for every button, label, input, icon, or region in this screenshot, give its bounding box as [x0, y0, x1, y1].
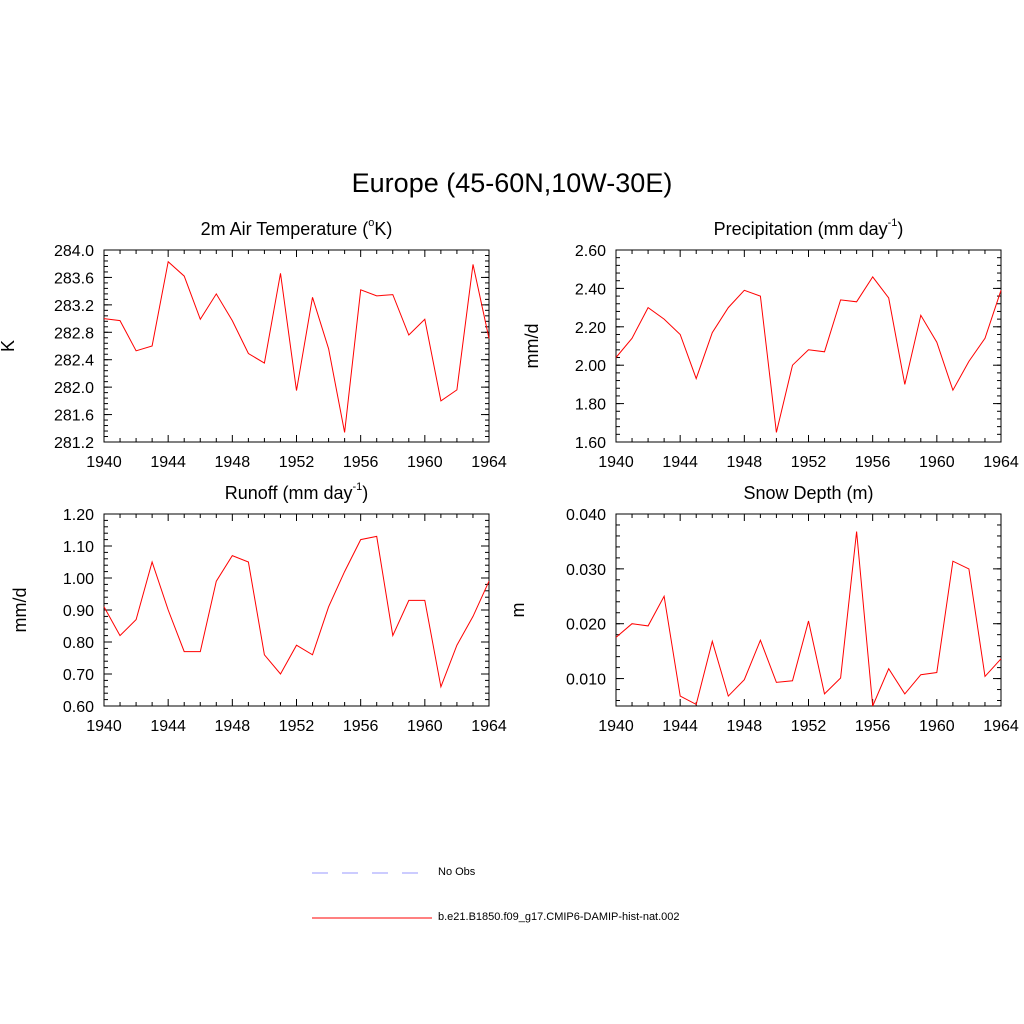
snow-y-tick-label: 0.030: [566, 562, 606, 579]
runoff-title-sup: -1: [352, 481, 363, 493]
temp-title-sup: o: [368, 217, 375, 229]
temp-series-line: [103, 260, 490, 433]
precip-y-tick-label: 1.80: [575, 397, 606, 414]
runoff-y-tick-label: 0.60: [63, 699, 94, 716]
precip-x-tick-label: 1952: [791, 454, 827, 471]
precip-y-axis-label: mm/d: [522, 324, 542, 369]
temp-x-tick-label: 1964: [471, 454, 507, 471]
temp-y-tick-label: 283.2: [54, 298, 94, 315]
snow-x-tick-label: 1948: [727, 718, 763, 735]
runoff-x-tick-label: 1960: [407, 718, 443, 735]
precip-x-tick-label: 1960: [919, 454, 955, 471]
runoff-x-tick-label: 1940: [86, 718, 122, 735]
precip-plot-frame: [615, 249, 1002, 443]
snow-series-line: [615, 531, 1002, 707]
snow-x-tick-label: 1960: [919, 718, 955, 735]
temp-y-tick-label: 282.0: [54, 380, 94, 397]
temp-x-tick-label: 1952: [279, 454, 315, 471]
snow-chart: 1940 1944 1948 1952 1956 1960 1964 0.010 0.020 0.…: [508, 507, 1019, 735]
temp-y-tick-label: 284.0: [54, 243, 94, 260]
precip-title-sup: -1: [887, 217, 898, 229]
runoff-title-main: Runoff (mm day: [224, 483, 353, 503]
temp-y-tick-label: 281.6: [54, 408, 94, 425]
runoff-x-tick-label: 1948: [215, 718, 251, 735]
snow-y-tick-label: 0.010: [566, 672, 606, 689]
runoff-y-tick-label: 0.90: [63, 603, 94, 620]
precip-y-tick-label: 2.00: [575, 358, 606, 375]
temp-title-end: K): [374, 219, 393, 239]
snow-x-tick-label: 1944: [662, 718, 698, 735]
runoff-y-tick-label: 0.80: [63, 635, 94, 652]
legend-model-label: b.e21.B1850.f09_g17.CMIP6-DAMIP-hist-nat…: [438, 911, 680, 923]
legend-obs-label: No Obs: [438, 866, 476, 878]
runoff-x-tick-label: 1952: [279, 718, 315, 735]
snow-plot-frame: [615, 513, 1002, 707]
snow-panel-title: Snow Depth (m): [616, 483, 1001, 504]
temp-y-axis-label: K: [0, 340, 18, 352]
precip-x-tick-label: 1956: [855, 454, 891, 471]
temp-y-tick-label: 282.4: [54, 353, 94, 370]
temp-x-tick-label: 1960: [407, 454, 443, 471]
snow-y-tick-label: 0.020: [566, 617, 606, 634]
temp-chart: 1940 1944 1948 1952 1956 1960 1964 281.2 281.6 28…: [0, 243, 507, 471]
snow-y-axis-label: m: [508, 603, 528, 618]
snow-x-tick-label: 1956: [855, 718, 891, 735]
temp-x-tick-label: 1948: [215, 454, 251, 471]
runoff-x-tick-label: 1944: [150, 718, 186, 735]
precip-series-line: [615, 276, 1002, 433]
precip-title-main: Precipitation (mm day: [713, 219, 888, 239]
runoff-x-tick-label: 1964: [471, 718, 507, 735]
temp-panel-title: 2m Air Temperature (oK): [104, 217, 489, 240]
runoff-plot-frame: [103, 513, 490, 707]
runoff-series-line: [103, 535, 490, 689]
runoff-y-tick-label: 1.10: [63, 539, 94, 556]
runoff-y-tick-label: 1.20: [63, 507, 94, 524]
runoff-panel-title: Runoff (mm day-1): [104, 481, 489, 504]
precip-x-tick-label: 1964: [983, 454, 1019, 471]
snow-x-tick-label: 1964: [983, 718, 1019, 735]
precip-x-tick-label: 1944: [662, 454, 698, 471]
runoff-x-tick-label: 1956: [343, 718, 379, 735]
temp-title-main: 2m Air Temperature (: [200, 219, 369, 239]
snow-x-tick-label: 1952: [791, 718, 827, 735]
precip-panel-title: Precipitation (mm day-1): [616, 217, 1001, 240]
temp-y-tick-label: 282.8: [54, 325, 94, 342]
precip-y-tick-label: 2.20: [575, 320, 606, 337]
temp-x-tick-label: 1940: [86, 454, 122, 471]
runoff-y-axis-label: mm/d: [10, 588, 30, 633]
precip-title-end: ): [897, 219, 904, 239]
runoff-chart: 1940 1944 1948 1952 1956 1960 1964 0.60 0.70 0.80…: [10, 507, 507, 735]
runoff-title-end: ): [362, 483, 369, 503]
precip-x-tick-label: 1940: [598, 454, 634, 471]
temp-y-tick-label: 283.6: [54, 270, 94, 287]
runoff-y-tick-label: 1.00: [63, 571, 94, 588]
precip-y-tick-label: 1.60: [575, 435, 606, 452]
figure-title: Europe (45-60N,10W-30E): [351, 168, 673, 198]
precip-chart: 1940 1944 1948 1952 1956 1960 1964 1.60 1.80 2.00…: [522, 243, 1019, 471]
temp-x-tick-label: 1944: [150, 454, 186, 471]
snow-x-tick-label: 1940: [598, 718, 634, 735]
snow-y-tick-label: 0.040: [566, 507, 606, 524]
runoff-y-tick-label: 0.70: [63, 667, 94, 684]
temp-y-tick-label: 281.2: [54, 435, 94, 452]
snow-title-main: Snow Depth (m): [743, 483, 874, 503]
temp-x-tick-label: 1956: [343, 454, 379, 471]
precip-y-tick-label: 2.60: [575, 243, 606, 260]
temp-plot-frame: [103, 249, 490, 443]
precip-x-tick-label: 1948: [727, 454, 763, 471]
precip-y-tick-label: 2.40: [575, 281, 606, 298]
